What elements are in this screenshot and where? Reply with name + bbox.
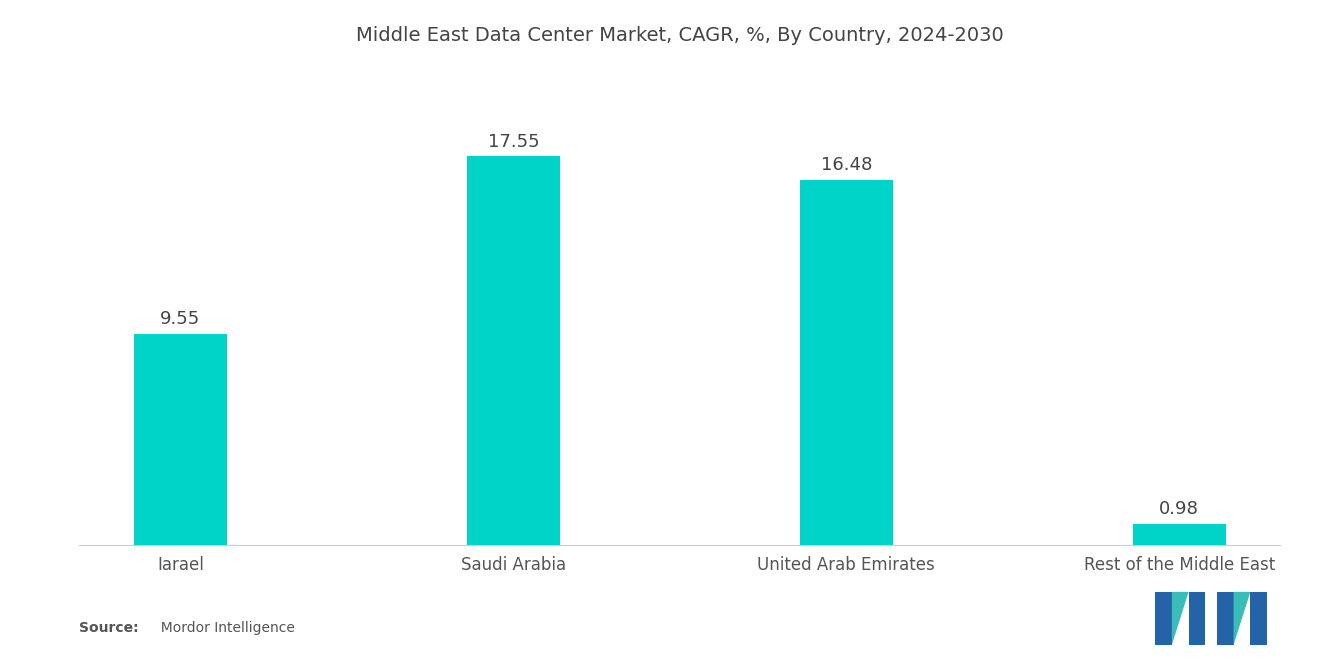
Polygon shape [1233,592,1250,645]
Polygon shape [1217,592,1233,645]
Text: 0.98: 0.98 [1159,500,1199,518]
Bar [800,180,892,545]
Polygon shape [1189,592,1205,645]
Bar [467,156,560,545]
Bar [1133,523,1226,545]
Title: Middle East Data Center Market, CAGR, %, By Country, 2024-2030: Middle East Data Center Market, CAGR, %,… [356,26,1003,45]
Text: 16.48: 16.48 [821,156,873,174]
Polygon shape [1172,592,1189,645]
Text: Mordor Intelligence: Mordor Intelligence [152,620,294,635]
Polygon shape [1155,592,1172,645]
Bar [133,334,227,545]
Text: Source:: Source: [79,620,139,635]
Text: 17.55: 17.55 [487,133,539,151]
Text: 9.55: 9.55 [160,310,201,328]
Polygon shape [1250,592,1267,645]
